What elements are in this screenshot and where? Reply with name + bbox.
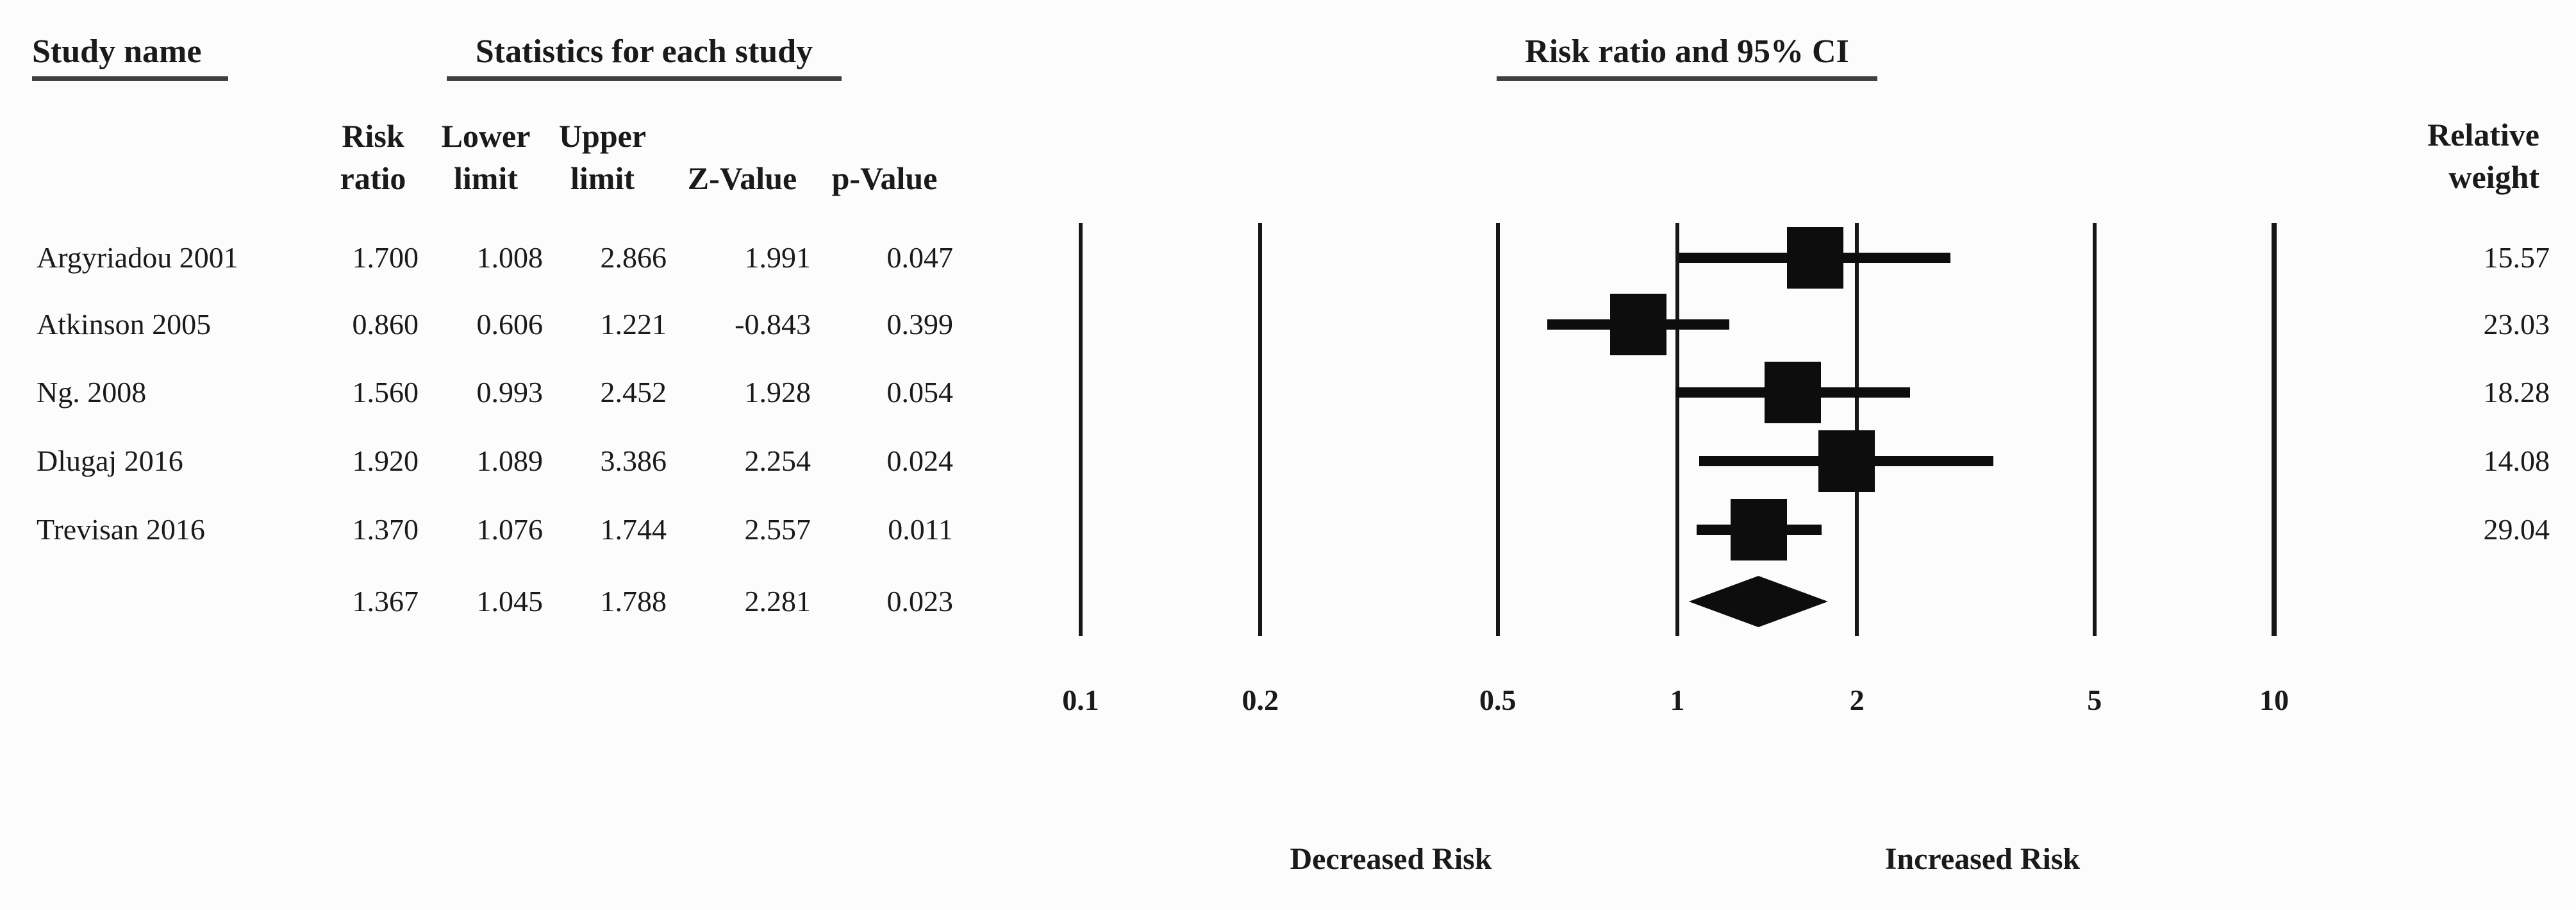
point-estimate-square [1818, 430, 1875, 492]
lower-limit-cell: 1.045 [476, 585, 544, 618]
plot-gridline [1855, 223, 1859, 636]
relative-weight-cell: 18.28 [2483, 376, 2550, 409]
plot-gridline [1258, 223, 1263, 636]
lower-limit-cell: 1.008 [476, 241, 544, 274]
risk-ratio-cell: 1.700 [352, 241, 419, 274]
p-value-cell: 0.024 [886, 444, 954, 477]
column-header-z-value: Z-Value [687, 160, 797, 196]
pooled-estimate-diamond [1688, 576, 1828, 627]
x-axis-tick-label: 0.5 [1479, 684, 1517, 716]
upper-limit-cell: 1.788 [600, 585, 667, 618]
statistics-header: Statistics for each study [447, 33, 842, 81]
point-estimate-square [1731, 499, 1788, 560]
relative-weight-cell: 29.04 [2483, 513, 2550, 546]
decreased-risk-label: Decreased Risk [1290, 842, 1492, 876]
upper-limit-cell: 3.386 [600, 444, 667, 477]
plot-gridline [1675, 223, 1679, 636]
plot-gridline [1079, 223, 1083, 636]
study-name-header: Study name [32, 33, 228, 81]
column-header-line: Relative [2427, 117, 2539, 153]
column-header-line: Upper [558, 118, 647, 154]
x-axis-tick-label: 5 [2087, 684, 2102, 716]
plot-gridline [2272, 223, 2277, 636]
study-name-cell: Argyriadou 2001 [37, 241, 238, 274]
risk-ratio-cell: 0.860 [352, 308, 419, 341]
study-name-cell: Ng. 2008 [37, 376, 147, 409]
risk-ratio-cell: 1.370 [352, 513, 419, 546]
column-header-p-value: p-Value [831, 160, 938, 196]
column-header-line: ratio [340, 160, 406, 196]
relative-weight-cell: 23.03 [2483, 308, 2550, 341]
p-value-cell: 0.011 [888, 513, 953, 546]
point-estimate-square [1764, 362, 1821, 423]
p-value-cell: 0.023 [886, 585, 954, 618]
plot-gridline [1495, 223, 1500, 636]
x-axis-tick-label: 1 [1670, 684, 1685, 716]
z-value-cell: 1.991 [744, 241, 811, 274]
study-name-cell: Dlugaj 2016 [37, 444, 183, 477]
x-axis-tick-label: 0.2 [1242, 684, 1279, 716]
risk-ratio-cell: 1.367 [352, 585, 419, 618]
relative-weight-cell: 15.57 [2483, 241, 2550, 274]
point-estimate-square [1786, 227, 1843, 289]
z-value-cell: 2.254 [744, 444, 811, 477]
p-value-cell: 0.399 [886, 308, 954, 341]
column-header-relative-weight: Relative weight [2283, 114, 2539, 198]
z-value-cell: -0.843 [735, 308, 811, 341]
column-header-line: limit [570, 160, 635, 196]
column-header-lower-limit: Lower limit [442, 115, 531, 199]
lower-limit-cell: 0.606 [476, 308, 544, 341]
column-header-line: limit [454, 160, 518, 196]
z-value-cell: 2.281 [744, 585, 811, 618]
x-axis-tick-label: 0.1 [1062, 684, 1099, 716]
p-value-cell: 0.047 [886, 241, 954, 274]
lower-limit-cell: 1.089 [476, 444, 544, 477]
x-axis-tick-label: 10 [2259, 684, 2289, 716]
column-header-line: Lower [441, 118, 531, 154]
point-estimate-square [1610, 294, 1667, 355]
column-header-line: weight [2448, 159, 2539, 195]
upper-limit-cell: 1.221 [600, 308, 667, 341]
x-axis-tick-label: 2 [1849, 684, 1865, 716]
increased-risk-label: Increased Risk [1884, 842, 2081, 876]
plot-gridline [2092, 223, 2097, 636]
plot-title-header: Risk ratio and 95% CI [1497, 33, 1877, 81]
study-name-cell: Trevisan 2016 [37, 513, 205, 546]
lower-limit-cell: 0.993 [476, 376, 544, 409]
upper-limit-cell: 1.744 [600, 513, 667, 546]
relative-weight-cell: 14.08 [2483, 444, 2550, 477]
p-value-cell: 0.054 [886, 376, 954, 409]
z-value-cell: 2.557 [744, 513, 811, 546]
upper-limit-cell: 2.866 [600, 241, 667, 274]
risk-ratio-cell: 1.560 [352, 376, 419, 409]
lower-limit-cell: 1.076 [476, 513, 544, 546]
upper-limit-cell: 2.452 [600, 376, 667, 409]
study-name-cell: Atkinson 2005 [37, 308, 212, 341]
risk-ratio-cell: 1.920 [352, 444, 419, 477]
column-header-risk-ratio: Risk ratio [340, 115, 406, 199]
column-header-line: Risk [342, 118, 404, 154]
column-header-upper-limit: Upper limit [559, 115, 646, 199]
z-value-cell: 1.928 [744, 376, 811, 409]
